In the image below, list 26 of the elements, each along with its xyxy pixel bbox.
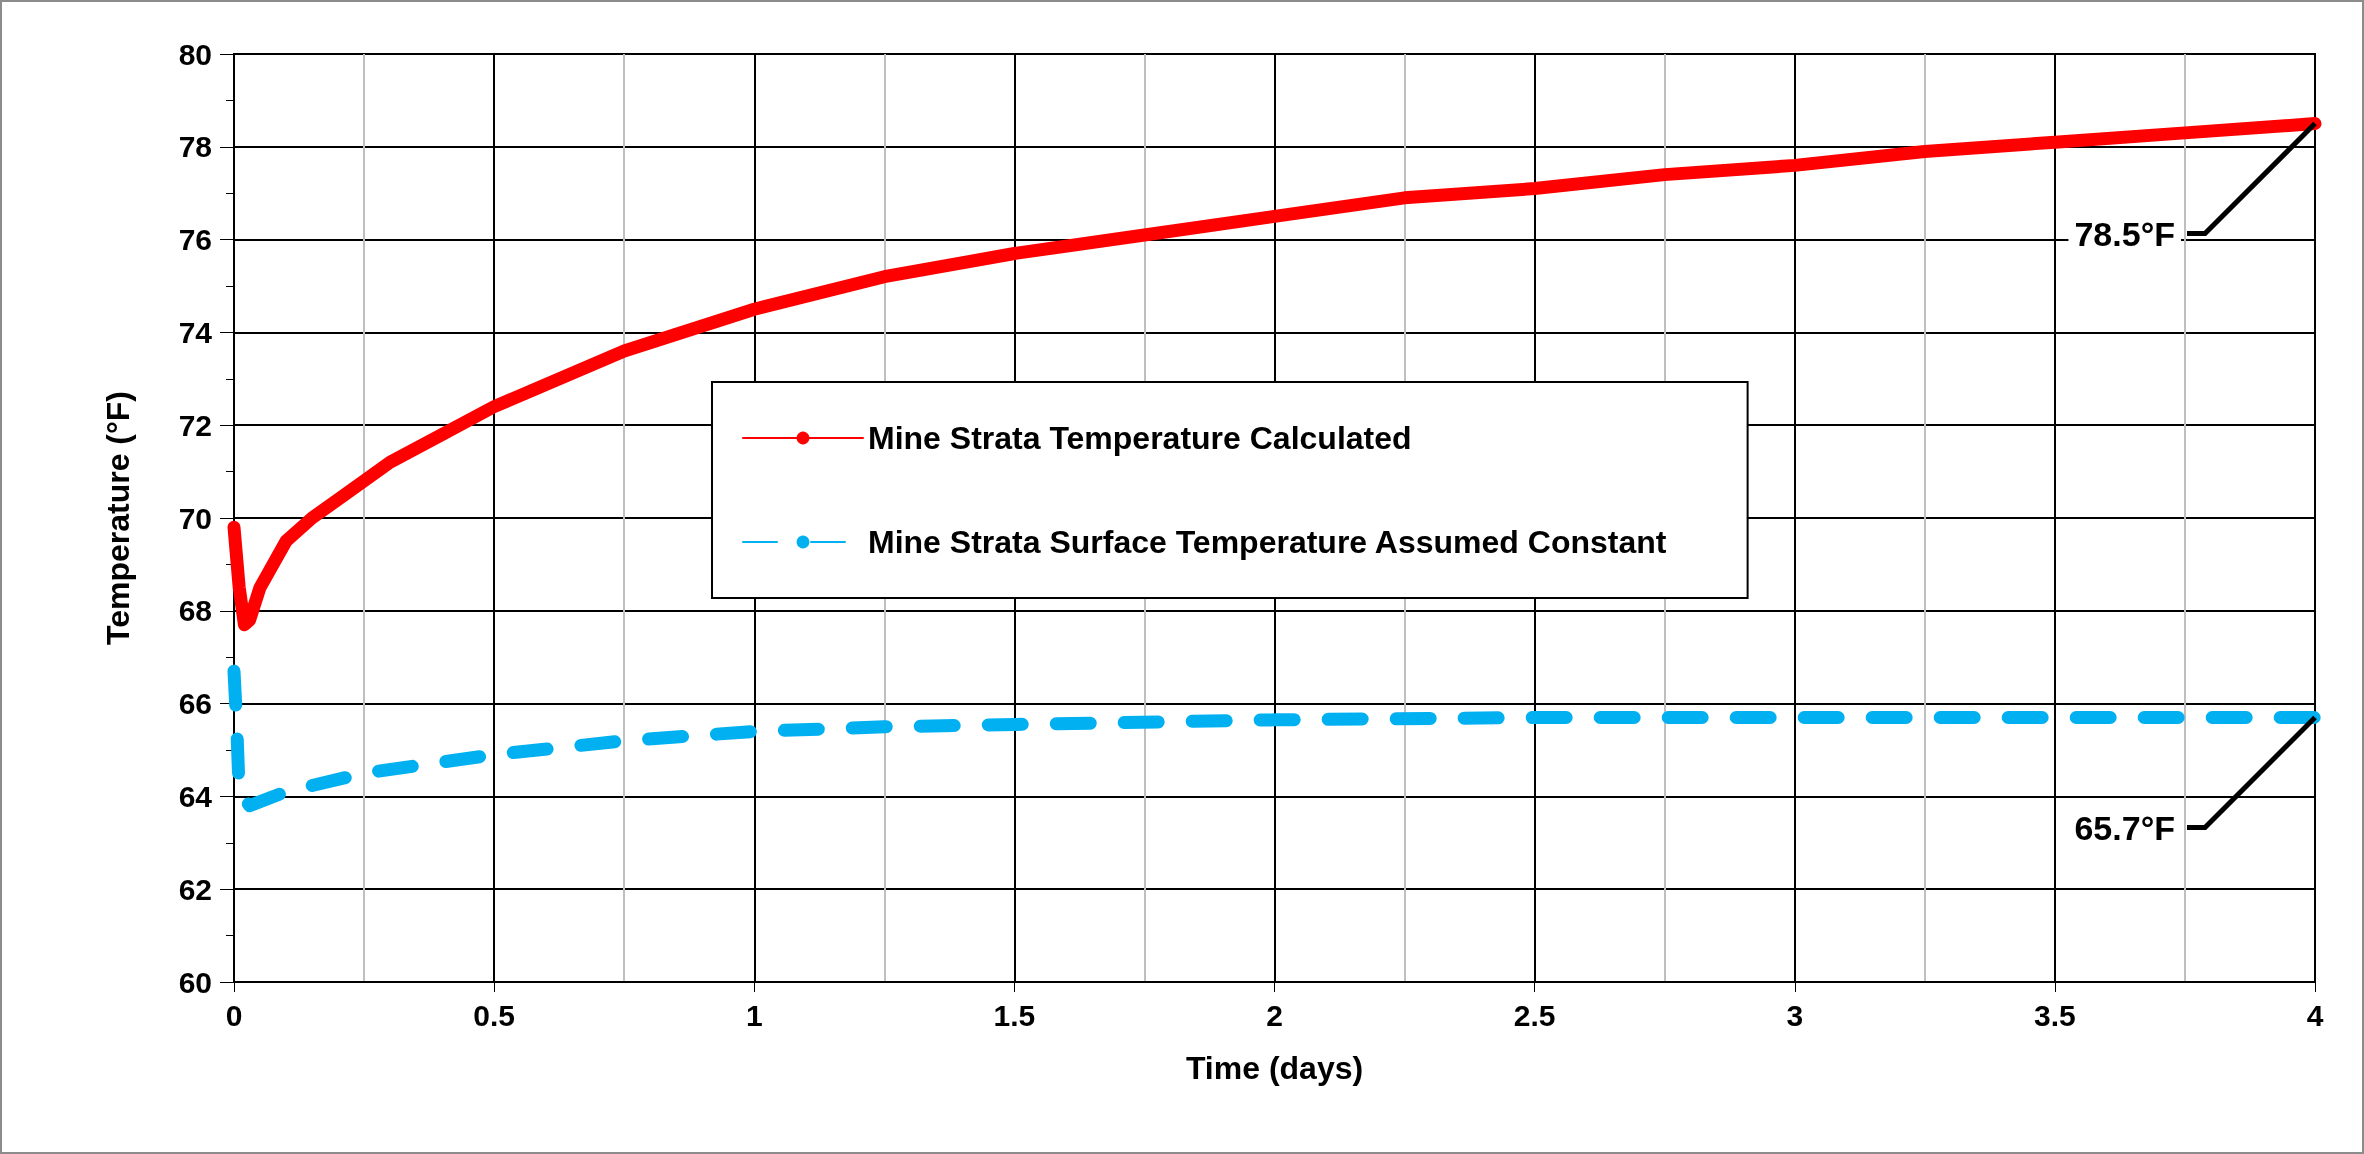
x-tick-label: 2 [1266,998,1283,1032]
y-tick-label: 64 [178,779,213,813]
y-tick-label: 78 [178,130,212,164]
x-tick-label: 3.5 [2034,998,2076,1032]
x-tick-label: 0.5 [473,998,515,1032]
legend-label: Mine Strata Temperature Calculated [868,420,1412,456]
annotation: 65.7°F [2074,808,2175,847]
y-tick-label: 60 [178,965,212,999]
y-axis-title: Temperature (°F) [100,390,136,646]
y-tick-label: 76 [178,223,212,257]
y-tick-label: 80 [178,37,212,71]
y-tick-label: 66 [178,687,212,721]
x-tick-label: 2.5 [1513,998,1556,1032]
legend-label: Mine Strata Surface Temperature Assumed Constant [868,524,1667,560]
y-tick-label: 70 [178,501,212,535]
x-tick-label: 1 [745,998,763,1032]
y-tick-label: 74 [178,315,213,349]
y-tick-label: 68 [178,594,212,628]
annotation: 78.5°F [2074,214,2175,253]
x-tick-label: 1.5 [993,998,1036,1032]
x-tick-label: 4 [2306,998,2324,1032]
y-tick-label: 72 [178,408,212,442]
x-tick-label: 3 [1786,998,1804,1032]
x-axis-title: Time (days) [1185,1050,1364,1086]
y-tick-label: 62 [178,872,212,906]
x-tick-label: 0 [225,998,243,1032]
